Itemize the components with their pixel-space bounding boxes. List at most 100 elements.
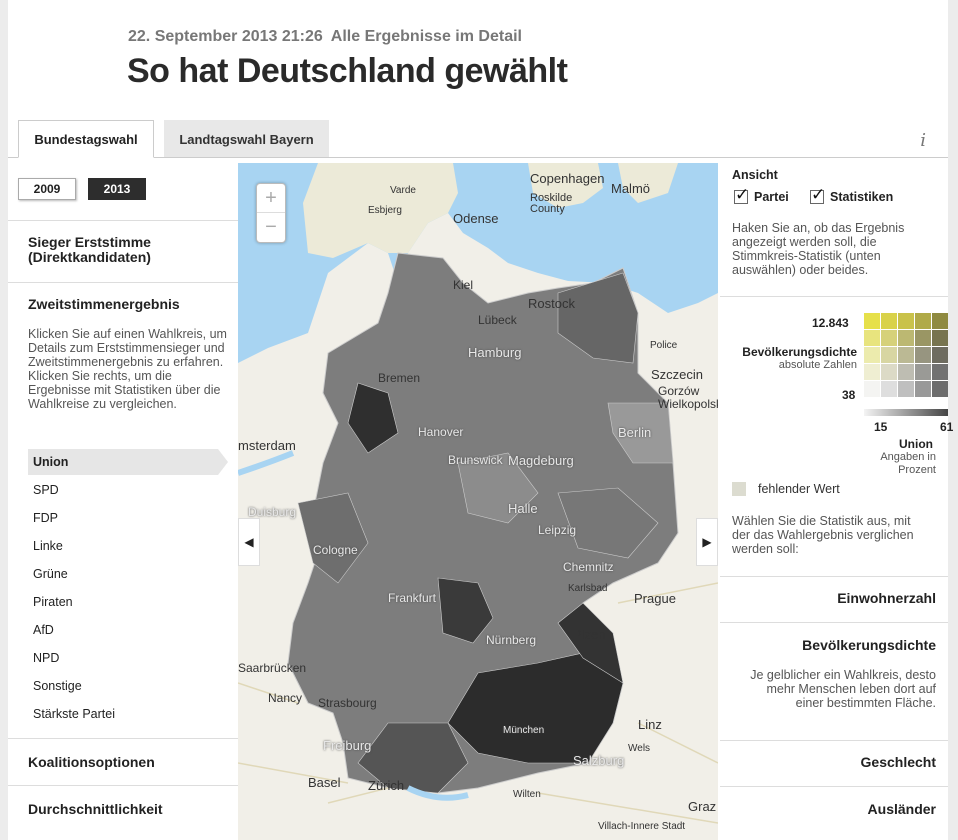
map-label-strasbourg: Strasbourg xyxy=(318,696,377,710)
page-title: So hat Deutschland gewählt xyxy=(127,52,568,90)
zweitstimmen-section[interactable]: Zweitstimmenergebnis xyxy=(28,296,180,312)
map-label-wilten: Wilten xyxy=(513,789,541,800)
divider xyxy=(720,576,948,577)
party-item-npd[interactable]: NPD xyxy=(33,651,60,665)
party-item-piraten[interactable]: Piraten xyxy=(33,595,73,609)
map-label-villach-innere-stadt: Villach-Innere Stadt xyxy=(598,821,686,832)
legend-cell xyxy=(898,330,914,346)
map-label-police: Police xyxy=(650,340,678,351)
map-label-copenhagen: Copenhagen xyxy=(530,171,605,186)
map-label-varde: Varde xyxy=(390,185,416,196)
legend-party-label: Union xyxy=(899,437,933,451)
checkbox-checked-icon[interactable] xyxy=(734,185,749,205)
ansicht-label: Ansicht xyxy=(732,168,778,182)
zoom-out-button[interactable]: − xyxy=(265,216,277,238)
party-item-sonstige[interactable]: Sonstige xyxy=(33,679,82,693)
map-label-hamburg: Hamburg xyxy=(468,345,522,360)
map-label-malmö: Malmö xyxy=(611,181,651,196)
year-2009-button[interactable]: 2009 xyxy=(18,178,76,200)
map-label-berlin: Berlin xyxy=(618,425,652,440)
legend-cell xyxy=(898,364,914,380)
map-label-chemnitz: Chemnitz xyxy=(563,560,614,574)
stat-bevoelkerungsdichte[interactable]: Bevölkerungsdichte xyxy=(802,637,936,653)
divider xyxy=(8,220,238,221)
map-label-graz: Graz xyxy=(688,799,717,814)
map-label-bremen: Bremen xyxy=(378,371,421,385)
dateline: 22. September 2013 21:26 Alle Ergebnisse … xyxy=(128,28,522,46)
tabs-divider xyxy=(8,157,948,158)
legend-cell xyxy=(898,381,914,397)
stat-geschlecht[interactable]: Geschlecht xyxy=(860,754,936,770)
map-label-nürnberg: Nürnberg xyxy=(486,633,537,647)
map-label-saarbrücken: Saarbrücken xyxy=(238,661,307,675)
legend-cell xyxy=(932,330,948,346)
legend-cell xyxy=(864,347,880,363)
legend-cell xyxy=(881,313,897,329)
bodensee xyxy=(406,785,469,801)
checkbox-partei[interactable]: Partei xyxy=(734,185,789,205)
map-label-prague: Prague xyxy=(634,591,676,606)
party-item-afd[interactable]: AfD xyxy=(33,623,54,637)
legend-color-grid xyxy=(864,313,948,397)
koalitionsoptionen-section[interactable]: Koalitionsoptionen xyxy=(8,738,238,784)
tab-bundestagswahl[interactable]: Bundestagswahl xyxy=(18,120,154,158)
ansicht-description: Haken Sie an, ob das Ergebnis angezeigt … xyxy=(732,221,905,277)
region-berlin-brandenburg[interactable] xyxy=(607,402,674,464)
map-label-msterdam: msterdam xyxy=(238,438,296,453)
map-label-duisburg: Duisburg xyxy=(248,505,297,519)
arrow-left-icon[interactable]: ◀ xyxy=(238,518,260,566)
info-icon[interactable]: i xyxy=(920,130,926,151)
stat-auslaender[interactable]: Ausländer xyxy=(867,801,936,817)
map-label-brunswick: Brunswick xyxy=(448,453,503,467)
map-label-münchen: München xyxy=(503,725,545,736)
map-label-roskilde-county: Roskilde County xyxy=(530,192,573,215)
party-item-union[interactable]: Union xyxy=(28,449,228,475)
map-label-gorz-w-wielkopolski: Gorzów Wielkopolski xyxy=(658,384,718,411)
durchschnittlichkeit-section[interactable]: Durchschnittlichkeit xyxy=(8,785,238,831)
region-sachsen-anhalt[interactable] xyxy=(457,452,539,524)
region-mecklenburg[interactable] xyxy=(557,272,639,364)
divider xyxy=(8,282,238,283)
zweitstimmen-description: Klicken Sie auf einen Wahlkreis, um Deta… xyxy=(28,327,227,411)
party-item-spd[interactable]: SPD xyxy=(33,483,59,497)
region-niederbayern[interactable] xyxy=(557,602,624,684)
region-nrw[interactable] xyxy=(297,492,369,584)
checkbox-statistiken[interactable]: Statistiken xyxy=(810,185,893,205)
legend-cell xyxy=(915,347,931,363)
party-item-stärkste-partei[interactable]: Stärkste Partei xyxy=(33,707,115,721)
map-label-plzen: Plzen xyxy=(573,627,606,642)
map-label-kiel: Kiel xyxy=(453,278,474,292)
checkbox-partei-label: Partei xyxy=(754,190,789,204)
sieger-erststimme-section[interactable]: Sieger Erststimme (Direktkandidaten) xyxy=(28,234,151,265)
checkbox-checked-icon[interactable] xyxy=(810,185,825,205)
legend-stat-sub: absolute Zahlen xyxy=(778,359,857,371)
party-item-fdp[interactable]: FDP xyxy=(33,511,58,525)
party-item-grüne[interactable]: Grüne xyxy=(33,567,68,581)
election-map[interactable]: + − Copenhagen Malmö Roskilde County Varde E… xyxy=(238,163,718,840)
map-label-frankfurt: Frankfurt xyxy=(388,591,437,605)
map-label-leipzig: Leipzig xyxy=(538,523,577,537)
missing-label: fehlender Wert xyxy=(758,482,840,496)
region-emsland[interactable] xyxy=(347,382,399,454)
zoom-in-button[interactable]: + xyxy=(257,184,285,213)
legend-missing: fehlender Wert xyxy=(732,482,840,496)
legend-cell xyxy=(881,330,897,346)
legend-party-sub: Angaben in Prozent xyxy=(880,451,936,476)
region-franken[interactable] xyxy=(437,577,494,644)
stat-einwohnerzahl[interactable]: Einwohnerzahl xyxy=(837,590,936,606)
arrow-right-icon[interactable]: ▶ xyxy=(696,518,718,566)
legend-cell xyxy=(864,330,880,346)
sweden-land xyxy=(618,163,678,203)
date-text: 22. September 2013 21:26 xyxy=(128,28,323,45)
legend-cell xyxy=(915,313,931,329)
party-item-linke[interactable]: Linke xyxy=(33,539,63,553)
year-2013-button[interactable]: 2013 xyxy=(88,178,146,200)
legend-cell xyxy=(915,364,931,380)
region-sachsen[interactable] xyxy=(557,487,659,559)
legend-cell xyxy=(932,381,948,397)
region-oberbayern[interactable] xyxy=(447,652,624,764)
divider xyxy=(720,622,948,623)
region-schwaben[interactable] xyxy=(357,722,469,794)
tab-landtagswahl-bayern[interactable]: Landtagswahl Bayern xyxy=(164,120,329,158)
legend-cell xyxy=(932,347,948,363)
